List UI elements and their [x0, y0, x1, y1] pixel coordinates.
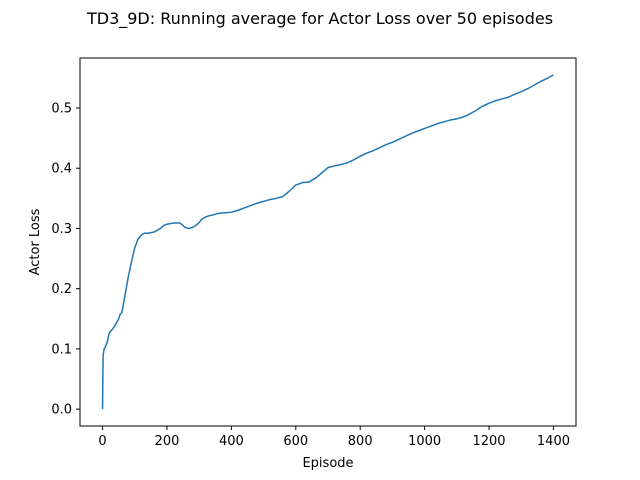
- y-tick-label: 0.1: [51, 342, 72, 357]
- chart-title: TD3_9D: Running average for Actor Loss o…: [86, 9, 553, 29]
- x-tick-label: 1000: [408, 434, 441, 449]
- y-tick-label: 0.2: [51, 282, 72, 297]
- x-tick-label: 800: [348, 434, 373, 449]
- y-tick-label: 0.5: [51, 101, 72, 116]
- y-tick-label: 0.3: [51, 222, 72, 237]
- series-line: [101, 74, 554, 410]
- y-axis-label: Actor Loss: [28, 208, 43, 275]
- x-tick-label: 1200: [472, 434, 505, 449]
- x-tick-label: 400: [219, 434, 244, 449]
- x-axis-label: Episode: [302, 456, 353, 471]
- y-tick-label: 0.4: [51, 162, 72, 177]
- x-tick-label: 600: [283, 434, 308, 449]
- x-tick-label: 1400: [537, 434, 570, 449]
- plot-area: [101, 74, 554, 410]
- x-tick-label: 200: [155, 434, 180, 449]
- x-tick-label: 0: [98, 434, 106, 449]
- y-tick-label: 0.0: [51, 403, 72, 418]
- axis-ticks: 0 200 400 600 800 1000 1200 1400 0.0 0.1 0.2 0.3 0.4…: [51, 101, 570, 449]
- plot-frame: [79, 57, 577, 427]
